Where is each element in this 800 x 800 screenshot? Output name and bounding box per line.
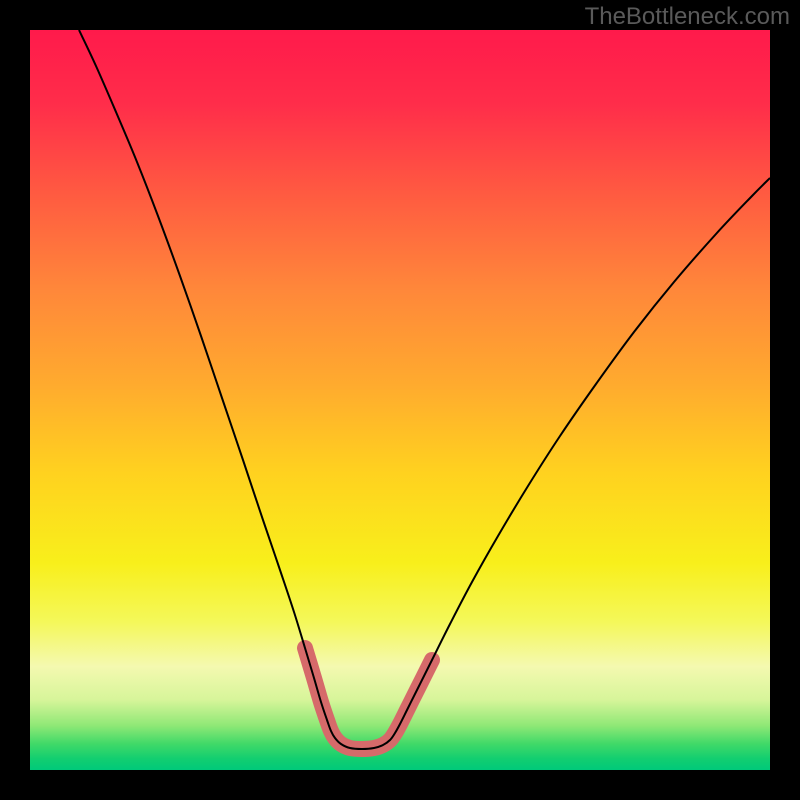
watermark-text: TheBottleneck.com	[585, 3, 790, 30]
chart-svg: TheBottleneck.com	[0, 0, 800, 800]
gradient-panel	[30, 30, 770, 770]
bottleneck-chart: TheBottleneck.com	[0, 0, 800, 800]
